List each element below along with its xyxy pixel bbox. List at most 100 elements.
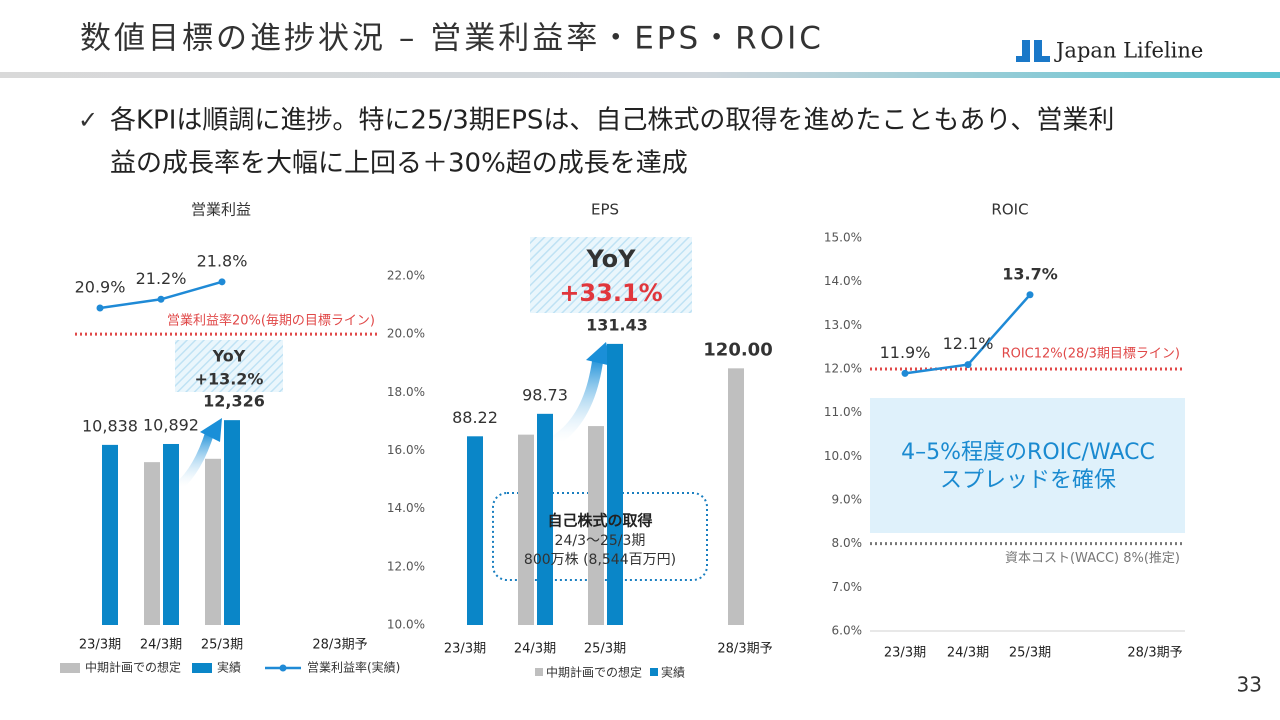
bullet-check: ✓ — [78, 106, 98, 134]
data-label: 12.1% — [943, 334, 994, 353]
line-point — [218, 278, 226, 286]
annotation: +13.2% — [195, 370, 264, 389]
header-rule — [0, 72, 1280, 78]
line-point — [1026, 291, 1034, 299]
x-tick-label: 23/3期 — [79, 638, 121, 653]
legend-swatch — [60, 663, 80, 673]
data-label: 10,838 — [82, 416, 138, 435]
bar — [163, 443, 179, 625]
legend-label: 中期計画での想定 — [85, 660, 181, 675]
growth-arrow — [550, 357, 604, 447]
y-tick-label: 15.0% — [824, 231, 862, 245]
legend-swatch — [535, 668, 543, 676]
reference-label: 資本コスト(WACC) 8%(推定) — [1005, 551, 1180, 566]
bar — [102, 444, 118, 625]
y-tick-label: 9.0% — [832, 493, 863, 507]
data-label: 13.7% — [1002, 264, 1058, 283]
callout-text: 800万株 (8,544百万円) — [524, 552, 676, 568]
x-tick-label: 24/3期 — [140, 638, 182, 653]
chart-title: ROIC — [991, 201, 1028, 219]
data-label: 98.73 — [522, 385, 568, 404]
x-tick-label: 25/3期 — [201, 638, 243, 653]
data-label: 12,326 — [203, 392, 265, 411]
bar — [607, 343, 623, 625]
legend-swatch — [650, 668, 658, 676]
bar — [205, 458, 221, 625]
legend-label: 中期計画での想定 — [546, 665, 642, 680]
data-label: 11.9% — [880, 343, 931, 362]
x-tick-label: 25/3期 — [1009, 646, 1051, 661]
y-tick-label: 8.0% — [832, 536, 863, 550]
y2-tick-label: 16.0% — [387, 443, 425, 457]
data-label: 10,892 — [143, 415, 199, 434]
growth-arrow-head — [586, 342, 612, 366]
page-number: 33 — [1237, 673, 1262, 697]
y2-tick-label: 10.0% — [387, 618, 425, 632]
callout-text: 24/3～25/3期 — [555, 533, 646, 549]
annotation: 4–5%程度のROIC/WACC — [901, 440, 1155, 465]
data-label: 131.43 — [586, 315, 648, 334]
data-label: 120.00 — [703, 339, 772, 360]
data-label: 21.2% — [136, 269, 187, 288]
bar — [728, 368, 744, 625]
bullet-text: 益の成長率を大幅に上回る＋30%超の成長を達成 — [110, 149, 688, 179]
bar — [224, 420, 240, 625]
y-tick-label: 11.0% — [824, 405, 862, 419]
y2-tick-label: 12.0% — [387, 559, 425, 573]
bullet-text: 各KPIは順調に進捗。特に25/3期EPSは、自己株式の取得を進めたこともあり、… — [110, 106, 1114, 136]
callout-text: 自己株式の取得 — [547, 512, 652, 530]
x-tick-label: 24/3期 — [514, 642, 556, 657]
data-label: 88.22 — [452, 408, 498, 427]
x-tick-label: 23/3期 — [444, 642, 486, 657]
bar — [518, 434, 534, 625]
line-point — [96, 304, 104, 312]
bar — [467, 436, 483, 625]
slide-title: 数値目標の進捗状況 – 営業利益率・EPS・ROIC — [80, 21, 824, 57]
y2-tick-label: 18.0% — [387, 385, 425, 399]
chart-title: 営業利益 — [191, 201, 251, 219]
line-point — [157, 295, 165, 303]
bar — [144, 462, 160, 625]
bar — [588, 426, 604, 625]
y-tick-label: 12.0% — [824, 362, 862, 376]
x-tick-label: 23/3期 — [884, 646, 926, 661]
annotation: +33.1% — [559, 279, 662, 307]
x-tick-label: 28/3期予 — [1127, 646, 1182, 661]
legend-marker — [279, 664, 287, 672]
y2-tick-label: 22.0% — [387, 269, 425, 283]
legend-swatch — [192, 663, 212, 673]
line-point — [964, 361, 972, 369]
x-tick-label: 28/3期予 — [717, 642, 772, 657]
legend-label: 実績 — [217, 660, 241, 675]
logo-mark — [1016, 40, 1050, 62]
yoy-box — [530, 237, 692, 313]
growth-arrow — [174, 430, 215, 491]
y2-tick-label: 14.0% — [387, 501, 425, 515]
y-tick-label: 6.0% — [832, 624, 863, 638]
y-tick-label: 14.0% — [824, 274, 862, 288]
x-tick-label: 28/3期予 — [312, 638, 367, 653]
logo-text: Japan Lifeline — [1054, 39, 1203, 63]
annotation: YoY — [212, 347, 246, 366]
y2-tick-label: 20.0% — [387, 327, 425, 341]
x-tick-label: 25/3期 — [584, 642, 626, 657]
x-tick-label: 24/3期 — [947, 646, 989, 661]
data-label: 20.9% — [75, 277, 126, 296]
annotation: YoY — [585, 245, 636, 273]
line-point — [901, 369, 909, 377]
legend-label: 実績 — [661, 665, 685, 680]
legend-label: 営業利益率(実績) — [307, 660, 400, 675]
y-tick-label: 13.0% — [824, 318, 862, 332]
annotation: スプレッドを確保 — [940, 468, 1116, 493]
yoy-box — [175, 340, 283, 392]
reference-label: ROIC12%(28/3期目標ライン) — [1002, 347, 1180, 362]
spread-box — [870, 398, 1185, 533]
reference-label: 営業利益率20%(毎期の目標ライン) — [167, 313, 375, 329]
growth-arrow-head — [200, 418, 222, 442]
y-tick-label: 10.0% — [824, 449, 862, 463]
chart-title: EPS — [591, 201, 619, 219]
bar — [537, 413, 553, 625]
y-tick-label: 7.0% — [832, 580, 863, 594]
data-label: 21.8% — [197, 251, 248, 270]
